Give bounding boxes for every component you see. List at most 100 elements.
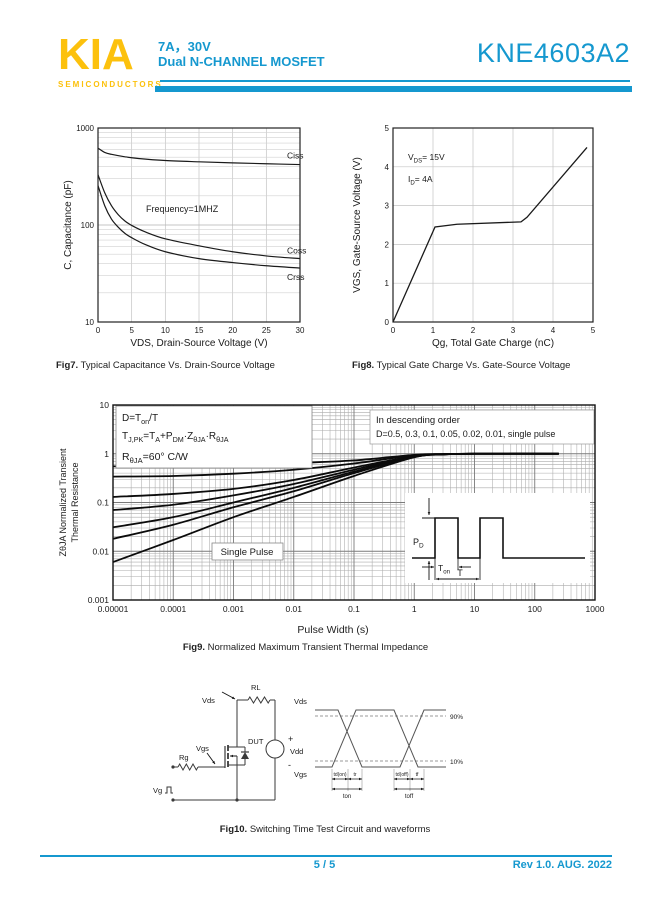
fig8-curve-VGS xyxy=(392,146,588,323)
fig7-annotation: Frequency=1MHZ xyxy=(146,204,219,214)
svg-text:3: 3 xyxy=(385,202,390,211)
svg-text:D=Ton/T: D=Ton/T xyxy=(122,413,158,426)
minus-label: - xyxy=(288,760,291,770)
vg-label: Vg xyxy=(153,786,162,795)
tr-label: tr xyxy=(353,772,356,778)
svg-text:0.01: 0.01 xyxy=(285,604,302,614)
pulse-glyph xyxy=(165,786,173,794)
svg-text:10: 10 xyxy=(161,326,170,335)
vds-trace xyxy=(315,709,446,768)
fig9-legend-line1: In descending order xyxy=(376,415,460,426)
tf-label: tf xyxy=(416,772,419,778)
svg-text:0: 0 xyxy=(391,326,396,335)
toff-label: toff xyxy=(405,794,414,800)
vgs-trace xyxy=(315,709,446,768)
fig7-curve-Coss xyxy=(97,174,301,260)
svg-text:5: 5 xyxy=(129,326,134,335)
fig10-caption: Fig10. Switching Time Test Circuit and w… xyxy=(130,824,520,835)
svg-text:1: 1 xyxy=(385,279,390,288)
svg-text:T: T xyxy=(457,568,463,578)
p90-label: 90% xyxy=(450,714,463,721)
fig8-ylabel: VGS, Gate-Source Voltage (V) xyxy=(352,157,363,293)
svg-text:1: 1 xyxy=(412,604,417,614)
fig10-switching-waveforms: Vds Vgs 90% 10% td(on) tr td(off) tf ton toff xyxy=(294,697,463,800)
svg-text:0.0001: 0.0001 xyxy=(160,604,186,614)
svg-text:4: 4 xyxy=(385,163,390,172)
fig9-ylabel-1: ZθJA Normalized Transient xyxy=(58,448,68,557)
fig9-ylabel-2: Thermal Resistance xyxy=(70,462,80,542)
fig8-caption-label: Fig8. xyxy=(352,360,375,371)
fig7-caption-text: Typical Capacitance Vs. Drain-Source Vol… xyxy=(78,360,275,371)
fig8-caption: Fig8. Typical Gate Charge Vs. Gate-Sourc… xyxy=(352,360,570,371)
svg-text:0.1: 0.1 xyxy=(348,604,360,614)
svg-text:TJ,PK=TA+PDM·ZθJA·RθJA: TJ,PK=TA+PDM·ZθJA·RθJA xyxy=(122,431,229,444)
vds-label: Vds xyxy=(202,696,215,705)
logo-text: KIA xyxy=(58,30,134,79)
fig9-xaxis-label: Pulse Width (s) xyxy=(297,624,369,636)
vdd-label: Vdd xyxy=(290,747,303,756)
svg-text:3: 3 xyxy=(511,326,516,335)
wave-vgs-label: Vgs xyxy=(294,770,307,779)
fig9-pulse-inset: PD Ton T xyxy=(405,493,590,583)
revision-text: Rev 1.0. AUG. 2022 xyxy=(512,859,612,871)
fig8-xlabel: Qg, Total Gate Charge (nC) xyxy=(432,338,554,349)
fig7-curve-Ciss xyxy=(97,147,301,166)
fig7-series-label-Crss: Crss xyxy=(287,272,304,282)
svg-text:0.00001: 0.00001 xyxy=(98,604,129,614)
header-rule-thin xyxy=(160,80,630,82)
fig7-xlabel: VDS, Drain-Source Voltage (V) xyxy=(130,338,267,349)
fig8-caption-text: Typical Gate Charge Vs. Gate-Source Volt… xyxy=(374,360,571,371)
svg-text:PD: PD xyxy=(413,537,424,550)
svg-text:Ton: Ton xyxy=(438,563,450,575)
fig7-series-label-Ciss: Ciss xyxy=(287,151,304,161)
fig7-curve-Crss xyxy=(97,185,301,269)
wave-vds-label: Vds xyxy=(294,697,307,706)
vgs-label: Vgs xyxy=(196,744,209,753)
svg-text:5: 5 xyxy=(591,326,596,335)
svg-text:4: 4 xyxy=(551,326,556,335)
svg-text:VDS= 15V: VDS= 15V xyxy=(408,152,445,164)
logo-subtext: SEMICONDUCTORS xyxy=(58,80,163,89)
ton-label: ton xyxy=(343,794,351,800)
fig9-caption-text: Normalized Maximum Transient Thermal Imp… xyxy=(205,642,429,653)
svg-text:100: 100 xyxy=(81,221,95,230)
svg-text:100: 100 xyxy=(528,604,542,614)
svg-text:0.01: 0.01 xyxy=(92,546,109,556)
fig9-legend-box xyxy=(369,409,595,445)
fig9-caption-label: Fig9. xyxy=(182,642,205,653)
page-number: 5 / 5 xyxy=(313,859,336,871)
fig9-single-pulse-label: Single Pulse xyxy=(221,547,274,558)
svg-text:ID= 4A: ID= 4A xyxy=(408,174,433,186)
fig10-test-circuit-diagram: Rg Vgs DUT Vds RL + Vdd - Vg xyxy=(153,683,303,802)
fig9-single-pulse-box xyxy=(211,542,284,561)
svg-text:15: 15 xyxy=(195,326,204,335)
svg-text:0.001: 0.001 xyxy=(223,604,245,614)
footer-rule xyxy=(40,855,612,857)
fig10-caption-text: Switching Time Test Circuit and waveform… xyxy=(247,824,431,835)
brand-logo: KIA SEMICONDUCTORS xyxy=(58,30,163,89)
fig10-caption-label: Fig10. xyxy=(219,824,248,835)
svg-text:2: 2 xyxy=(385,240,390,249)
p10-label: 10% xyxy=(450,759,463,766)
device-rating: 7A，30V xyxy=(158,39,211,54)
dut-label: DUT xyxy=(248,737,264,746)
svg-text:10: 10 xyxy=(85,318,94,327)
td-on-label: td(on) xyxy=(333,772,346,778)
rl-label: RL xyxy=(251,683,261,692)
fig7-caption: Fig7. Typical Capacitance Vs. Drain-Sour… xyxy=(56,360,275,371)
fig8-grid xyxy=(393,128,593,322)
fig7-series-label-Coss: Coss xyxy=(287,246,306,256)
svg-text:0.1: 0.1 xyxy=(97,498,109,508)
svg-text:5: 5 xyxy=(385,124,390,133)
svg-text:10: 10 xyxy=(470,604,480,614)
fig9-formula-box xyxy=(115,405,313,469)
rg-label: Rg xyxy=(179,753,189,762)
fig9-thermal-impedance-chart: D=Ton/T TJ,PK=TA+PDM·ZθJA·RθJA RθJA=60° C/… xyxy=(58,400,605,614)
fig7-caption-label: Fig7. xyxy=(56,360,79,371)
fig9-legend-line2: D=0.5, 0.3, 0.1, 0.05, 0.02, 0.01, singl… xyxy=(376,429,555,439)
fig8-gate-charge-chart: VDS= 15V ID= 4A 0 1 2 3 4 5 0 1 2 3 4 5 Qg, Total Gate… xyxy=(352,124,596,349)
svg-text:20: 20 xyxy=(228,326,237,335)
svg-text:1: 1 xyxy=(431,326,436,335)
svg-text:0: 0 xyxy=(96,326,101,335)
